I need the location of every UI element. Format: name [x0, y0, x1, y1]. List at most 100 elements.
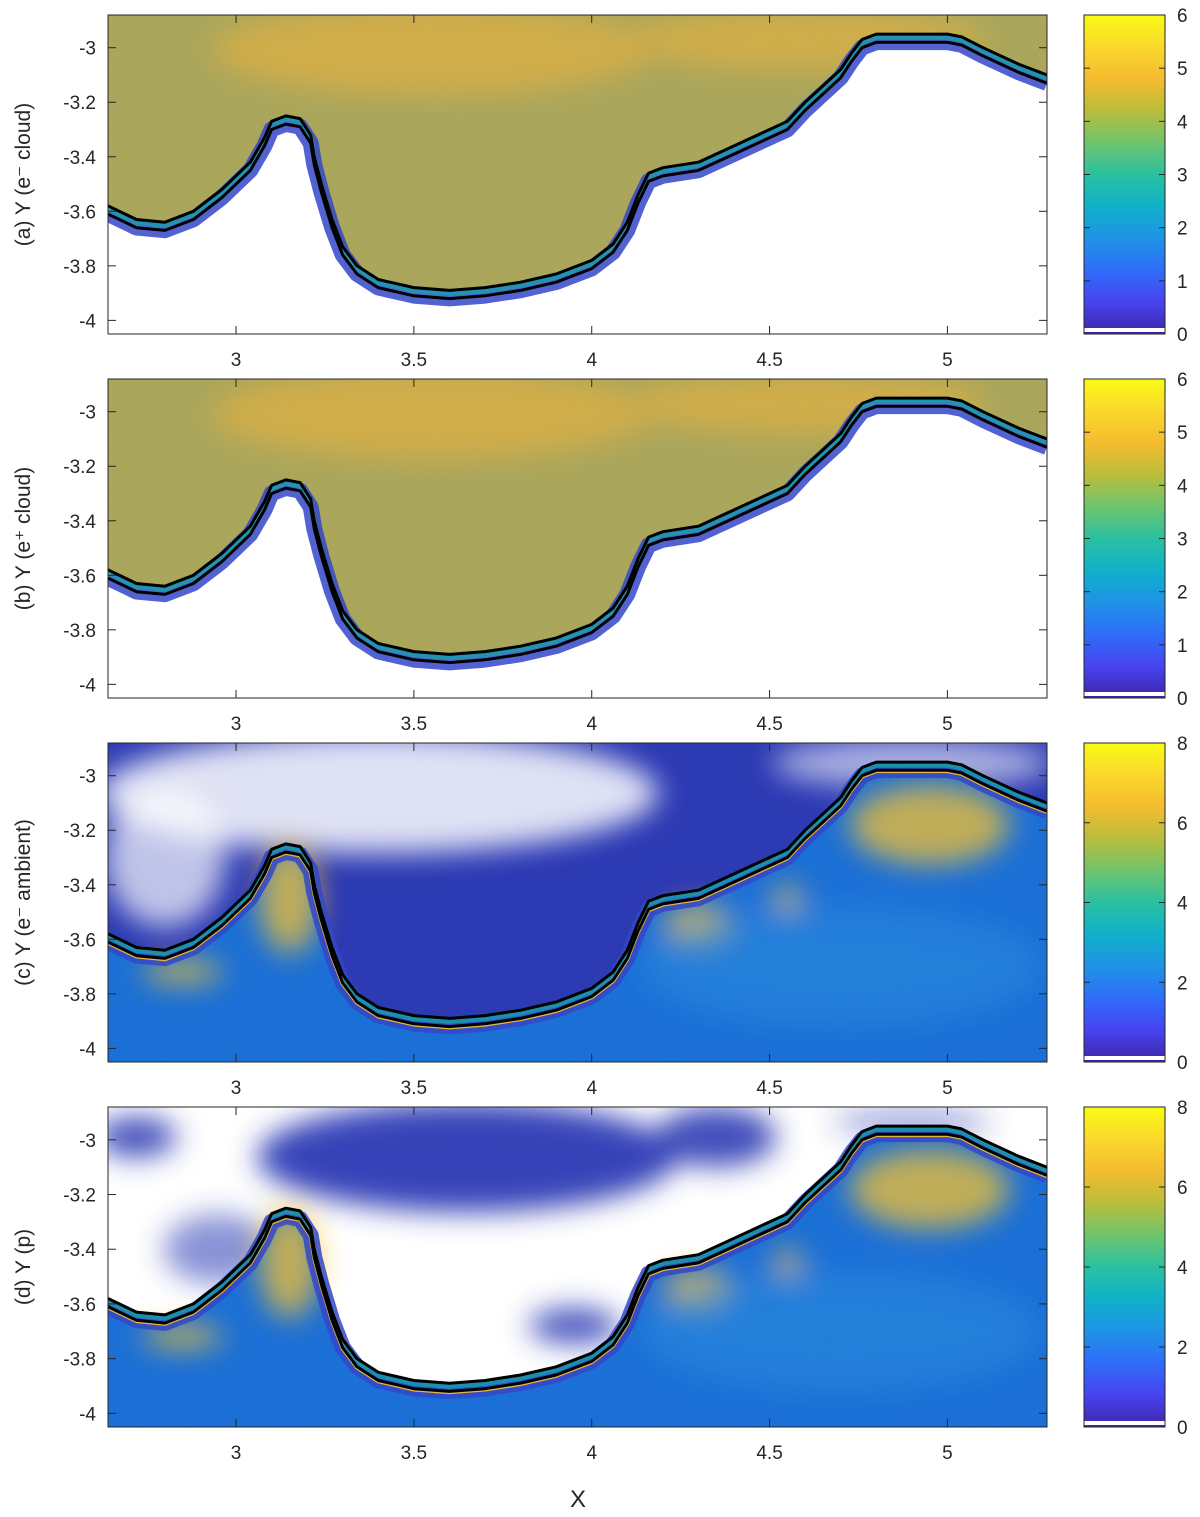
y-tick-label: -3.6: [63, 930, 96, 951]
boundary-line-lower: [108, 768, 1047, 1029]
panel-d: -4 -3.8 -3.6 -3.4 -3.2 -3 3 3.5 4 4.5 5 (d) Y (p) 0 2…: [12, 1098, 1188, 1464]
colorbar-tick-label: 8: [1177, 734, 1188, 755]
colorbar-gradient: [1084, 15, 1165, 334]
x-tick-label: 5: [942, 1443, 953, 1464]
colorbar-gradient: [1084, 379, 1165, 698]
boundary-line-upper: [108, 396, 1047, 656]
colorbar-tick-label: 2: [1177, 973, 1188, 994]
x-tick-label: 3.5: [401, 1443, 427, 1464]
x-tick-label: 4: [586, 714, 597, 735]
y-tick-label: -3.8: [63, 257, 96, 278]
x-tick-label: 5: [942, 1078, 953, 1099]
colorbar-tick-label: 3: [1177, 530, 1188, 551]
y-tick-label: -3.6: [63, 202, 96, 223]
x-tick-label: 3.5: [401, 714, 427, 735]
y-tick-label: -4: [79, 1039, 96, 1060]
colorbar-tick-label: 1: [1177, 272, 1188, 293]
x-tick-label: 5: [942, 350, 953, 371]
axes-frame: [107, 1106, 1048, 1428]
y-tick-label: -3: [79, 39, 96, 60]
colorbar-tick-label: 4: [1177, 476, 1188, 497]
colorbar-tick-label: 5: [1177, 423, 1188, 444]
x-tick-label: 4: [586, 350, 597, 371]
panel-a: -4 -3.8 -3.6 -3.4 -3.2 -3 3 3.5 4 4.5 5 (a) Y (e⁻ c…: [12, 6, 1188, 371]
colorbar-tick-label: 2: [1177, 583, 1188, 604]
x-tick-label: 4.5: [756, 714, 782, 735]
boundary-line-upper: [108, 32, 1047, 292]
y-tick-label: -3.4: [63, 512, 96, 533]
x-tick-label: 5: [942, 714, 953, 735]
colorbar-gradient: [1084, 1107, 1165, 1427]
colorbar-c: 0 2 4 6 8: [1083, 734, 1188, 1074]
y-tick-label: -3.8: [63, 985, 96, 1006]
y-axis-label: (c) Y (e⁻ ambient): [12, 819, 35, 986]
colorbar-tick-label: 6: [1177, 814, 1188, 835]
colorbar-tick-label: 6: [1177, 370, 1188, 391]
colorbar-b: 0 1 2 3 4 5 6: [1083, 370, 1188, 710]
colorbar-d: 0 2 4 6 8: [1083, 1098, 1188, 1439]
x-tick-label: 4.5: [756, 1078, 782, 1099]
x-tick-label: 4: [586, 1078, 597, 1099]
plot-area-d: [108, 1107, 1047, 1427]
y-axis-label: (b) Y (e⁺ cloud): [12, 467, 35, 610]
colorbar-tick-label: 0: [1177, 1418, 1188, 1439]
x-tick-label: 4.5: [756, 1443, 782, 1464]
boundary-line-lower: [108, 404, 1047, 665]
x-tick-label: 4.5: [756, 350, 782, 371]
colorbar-tick-label: 3: [1177, 166, 1188, 187]
x-tick-label: 3: [231, 350, 242, 371]
x-tick-label: 3: [231, 714, 242, 735]
x-tick-label: 3.5: [401, 1078, 427, 1099]
y-tick-label: -3.4: [63, 876, 96, 897]
colorbar-tick-label: 6: [1177, 1178, 1188, 1199]
y-tick-label: -3.2: [63, 457, 96, 478]
y-tick-label: -3.4: [63, 1240, 96, 1261]
y-tick-label: -3: [79, 1131, 96, 1152]
colorbar-tick-label: 4: [1177, 1258, 1188, 1279]
colorbar-tick-label: 6: [1177, 6, 1188, 27]
plot-area-c: [108, 743, 1047, 1062]
axes-frame: [107, 378, 1048, 699]
colorbar-tick-label: 4: [1177, 894, 1188, 915]
y-tick-label: -3.6: [63, 566, 96, 587]
plot-area-a: [108, 15, 1047, 334]
colorbar-a: 0 1 2 3 4 5 6: [1083, 6, 1188, 346]
x-tick-label: 3: [231, 1078, 242, 1099]
colorbar-tick-label: 0: [1177, 1053, 1188, 1074]
colorbar-tick-label: 2: [1177, 1338, 1188, 1359]
y-tick-label: -3.8: [63, 621, 96, 642]
plot-area-b: [108, 379, 1047, 698]
x-axis-label: X: [570, 1486, 586, 1513]
panels: -4 -3.8 -3.6 -3.4 -3.2 -3 3 3.5 4 4.5 5 (a) Y (e⁻ c…: [12, 6, 1188, 1464]
x-tick-label: 3: [231, 1443, 242, 1464]
x-tick-label: 3.5: [401, 350, 427, 371]
colorbar-tick-label: 5: [1177, 59, 1188, 80]
y-tick-label: -4: [79, 311, 96, 332]
y-tick-label: -4: [79, 675, 96, 696]
boundary-line-lower: [108, 1132, 1047, 1393]
colorbar-tick-label: 4: [1177, 112, 1188, 133]
colorbar-tick-label: 0: [1177, 689, 1188, 710]
y-axis-label: (a) Y (e⁻ cloud): [12, 103, 35, 246]
colorbar-tick-label: 2: [1177, 219, 1188, 240]
y-tick-label: -3: [79, 767, 96, 788]
panel-b: -4 -3.8 -3.6 -3.4 -3.2 -3 3 3.5 4 4.5 5 (b) Y (e⁺ c…: [12, 370, 1188, 735]
colorbar-gradient: [1084, 743, 1165, 1062]
axes-frame: [107, 742, 1048, 1063]
axes-frame: [107, 14, 1048, 335]
y-tick-label: -3.2: [63, 821, 96, 842]
boundary-line-lower: [108, 40, 1047, 301]
y-tick-label: -3.4: [63, 148, 96, 169]
y-tick-label: -3.6: [63, 1295, 96, 1316]
y-tick-label: -3.2: [63, 1186, 96, 1207]
colorbar-tick-label: 1: [1177, 636, 1188, 657]
y-tick-label: -3.8: [63, 1350, 96, 1371]
boundary-line-upper: [108, 1124, 1047, 1385]
colorbar-tick-label: 0: [1177, 325, 1188, 346]
y-tick-label: -3: [79, 403, 96, 424]
y-axis-label: (d) Y (p): [12, 1229, 35, 1305]
panel-c: -4 -3.8 -3.6 -3.4 -3.2 -3 3 3.5 4 4.5 5 (c) Y (e⁻ a…: [12, 734, 1188, 1099]
colorbar-tick-label: 8: [1177, 1098, 1188, 1119]
x-tick-label: 4: [586, 1443, 597, 1464]
